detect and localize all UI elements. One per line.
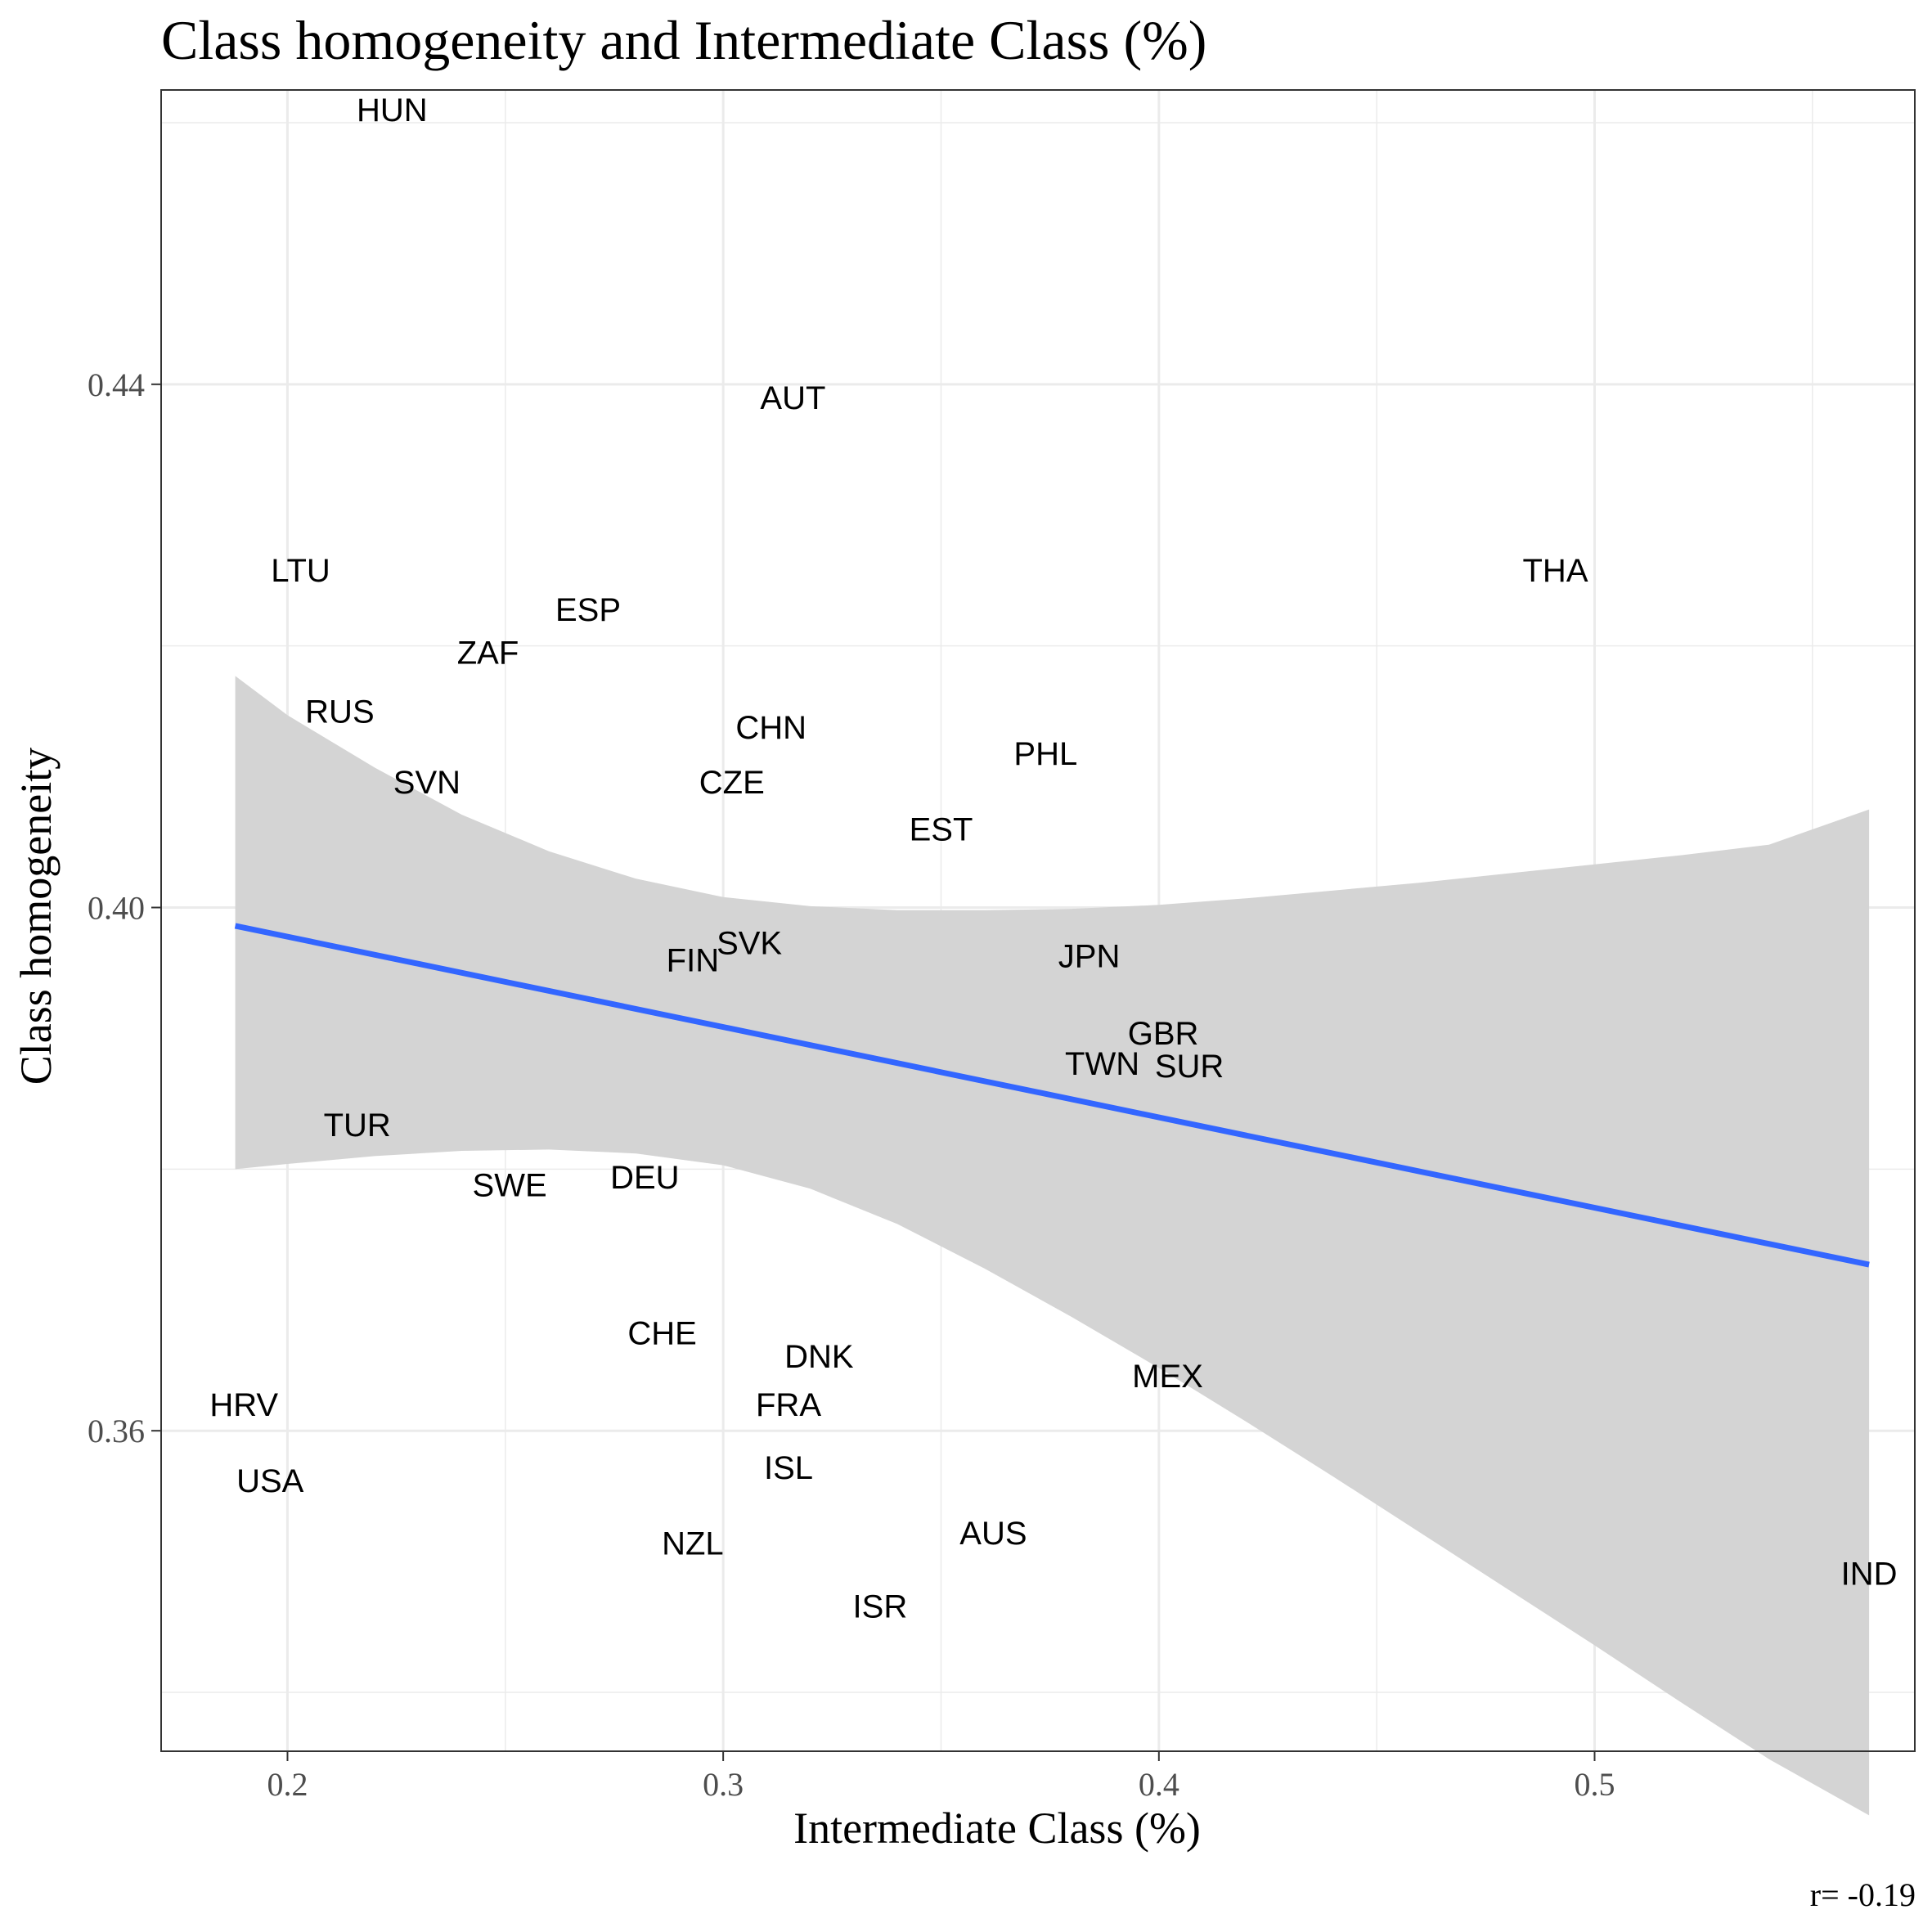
- x-tick-label: 0.5: [1574, 1766, 1615, 1803]
- point-label: TUR: [324, 1108, 391, 1143]
- point-label: ISR: [853, 1589, 908, 1625]
- point-label: SUR: [1155, 1049, 1224, 1085]
- point-label: THA: [1523, 553, 1588, 589]
- point-label: SWE: [473, 1168, 547, 1204]
- y-axis-title: Class homogeneity: [11, 748, 61, 1085]
- point-label: GBR: [1128, 1016, 1199, 1052]
- y-tick-label: 0.36: [88, 1413, 145, 1449]
- point-label: TWN: [1065, 1046, 1139, 1082]
- point-label: PHL: [1013, 736, 1077, 772]
- point-label: RUS: [305, 694, 374, 730]
- point-label: HRV: [209, 1387, 278, 1423]
- x-tick-label: 0.4: [1139, 1766, 1179, 1803]
- y-tick-label: 0.40: [88, 890, 145, 927]
- point-label: SVK: [717, 926, 782, 962]
- point-label: AUS: [959, 1516, 1027, 1552]
- panel-border: [160, 89, 1916, 1752]
- x-axis-title: Intermediate Class (%): [793, 1804, 1201, 1853]
- point-label: CHN: [735, 710, 806, 746]
- point-label: AUT: [760, 380, 825, 416]
- y-tick-label: 0.44: [88, 366, 145, 403]
- point-label: EST: [910, 812, 973, 848]
- confidence-band: [235, 676, 1870, 1816]
- point-label: HUN: [357, 92, 428, 128]
- point-label: ZAF: [457, 636, 519, 672]
- point-label: USA: [236, 1463, 304, 1499]
- point-label: IND: [1841, 1557, 1898, 1593]
- x-tick-label: 0.2: [267, 1766, 308, 1803]
- y-axis-ticks: 0.36 0.40 0.44: [88, 366, 161, 1449]
- point-label: MEX: [1132, 1359, 1203, 1395]
- point-label: CHE: [627, 1315, 696, 1351]
- regression-line-group: [234, 923, 1870, 1268]
- regression-line: [234, 923, 1870, 1268]
- point-label: NZL: [662, 1526, 724, 1562]
- point-label: ESP: [555, 592, 621, 628]
- confidence-band-group: [235, 676, 1870, 1816]
- point-label: DNK: [784, 1339, 854, 1375]
- point-label: JPN: [1058, 939, 1121, 975]
- correlation-annotation: r= -0.19: [1810, 1876, 1916, 1913]
- point-label: FRA: [756, 1387, 821, 1423]
- point-label: CZE: [699, 765, 765, 801]
- x-axis-ticks: 0.2 0.3 0.4 0.5: [267, 1751, 1615, 1803]
- chart-title: Class homogeneity and Intermediate Class…: [161, 9, 1206, 71]
- point-label: SVN: [393, 765, 461, 801]
- point-label: FIN: [667, 943, 719, 979]
- point-label: LTU: [271, 553, 330, 589]
- point-label: DEU: [610, 1160, 679, 1196]
- point-label: ISL: [764, 1450, 813, 1486]
- x-tick-label: 0.3: [703, 1766, 744, 1803]
